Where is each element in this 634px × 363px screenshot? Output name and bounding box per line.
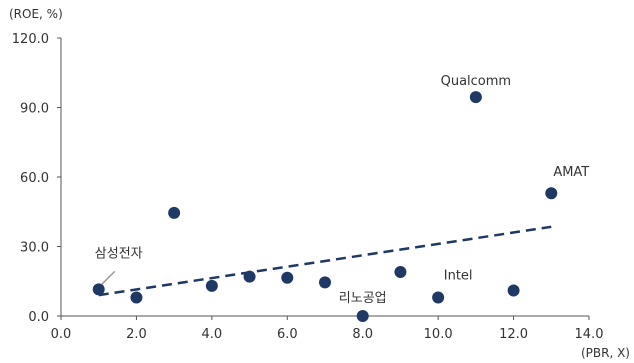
y-axis-title: (ROE, %)	[9, 7, 63, 21]
y-ticks: 0.0 30.0 60.0 90.0 120.0	[12, 32, 61, 325]
data-point	[243, 270, 256, 283]
x-tick-label: 8.0	[352, 327, 373, 342]
data-point	[356, 310, 369, 322]
data-point	[432, 291, 445, 304]
data-point	[281, 271, 294, 284]
y-tick-label: 90.0	[20, 102, 49, 117]
y-tick-label: 60.0	[20, 171, 49, 186]
x-tick-label: 14.0	[575, 327, 604, 342]
y-tick-label: 30.0	[20, 241, 49, 256]
x-ticks: 0.0 2.0 4.0 6.0 8.0 10.0 12.0 14.0	[51, 316, 604, 342]
data-point	[168, 206, 181, 219]
trendline-layer	[98, 225, 552, 297]
data-point	[469, 91, 482, 104]
y-tick-label: 0.0	[28, 310, 49, 325]
data-point	[507, 284, 520, 297]
x-tick-label: 10.0	[424, 327, 453, 342]
point-annotation: 리노공업	[339, 291, 387, 306]
data-point	[130, 291, 143, 304]
x-tick-label: 6.0	[277, 327, 298, 342]
data-point	[92, 283, 105, 296]
data-points	[92, 91, 558, 322]
x-tick-label: 12.0	[499, 327, 528, 342]
annotation-leader	[101, 270, 116, 285]
x-tick-label: 0.0	[51, 327, 72, 342]
data-point	[394, 265, 407, 278]
x-axis-title: (PBR, X)	[581, 346, 630, 360]
axes: 0.0 30.0 60.0 90.0 120.0 0.0 2.0 4.0 6.0 8.0 10.0…	[9, 7, 630, 360]
point-annotation: 삼성전자	[95, 246, 143, 261]
data-point	[319, 276, 331, 289]
data-point	[205, 279, 218, 292]
x-tick-label: 2.0	[126, 327, 147, 342]
trendline	[98, 225, 552, 297]
x-tick-label: 4.0	[202, 327, 223, 342]
y-tick-label: 120.0	[12, 32, 49, 47]
data-point	[545, 187, 558, 200]
point-annotation: AMAT	[553, 165, 589, 180]
point-annotation: Intel	[444, 268, 473, 283]
point-annotation: Qualcomm	[441, 74, 511, 89]
